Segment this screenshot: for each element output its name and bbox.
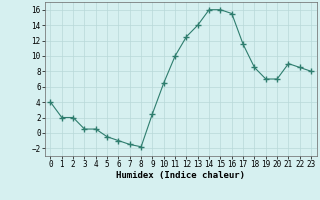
X-axis label: Humidex (Indice chaleur): Humidex (Indice chaleur) xyxy=(116,171,245,180)
